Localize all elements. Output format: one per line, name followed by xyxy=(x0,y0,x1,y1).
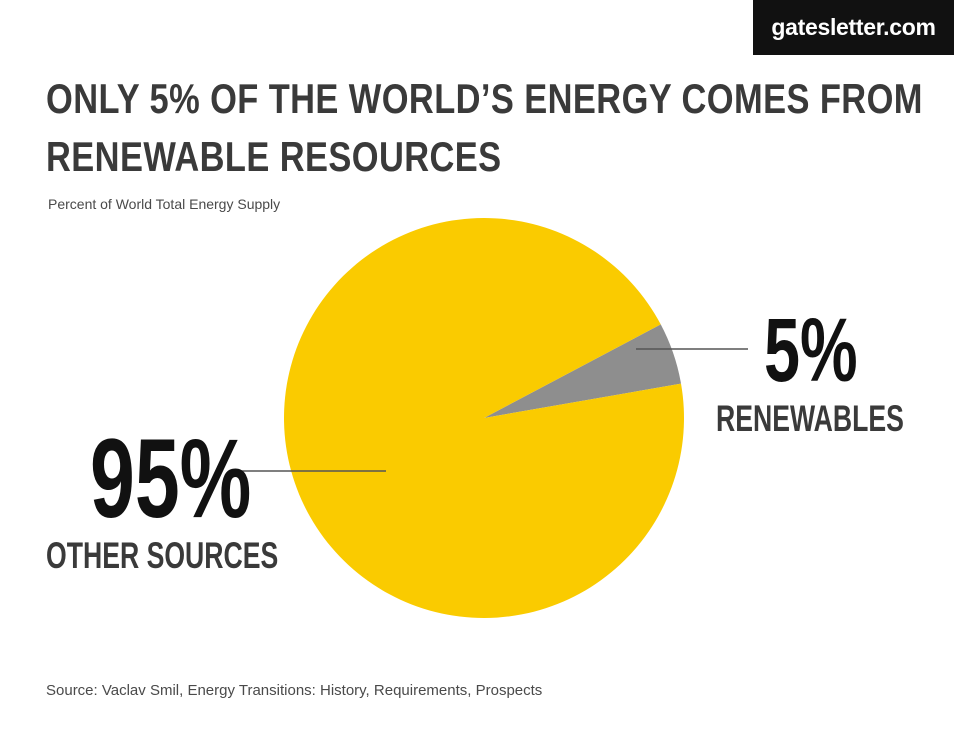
renewables-slice xyxy=(484,324,682,418)
other-sources-value-label: 95% xyxy=(90,416,251,541)
chart-subtitle: Percent of World Total Energy Supply xyxy=(48,196,281,212)
pie-slices xyxy=(283,217,684,618)
renewables-category-label: RENEWABLES xyxy=(716,398,904,439)
source-note: Source: Vaclav Smil, Energy Transitions:… xyxy=(46,682,543,699)
other-sources-category-label: OTHER SOURCES xyxy=(46,535,278,576)
brand-logo[interactable]: gatesletter.com xyxy=(753,0,954,55)
other-sources-slice xyxy=(283,217,684,618)
chart-title-line-2: RENEWABLE RESOURCES xyxy=(46,133,502,180)
renewables-value-label: 5% xyxy=(764,300,858,401)
